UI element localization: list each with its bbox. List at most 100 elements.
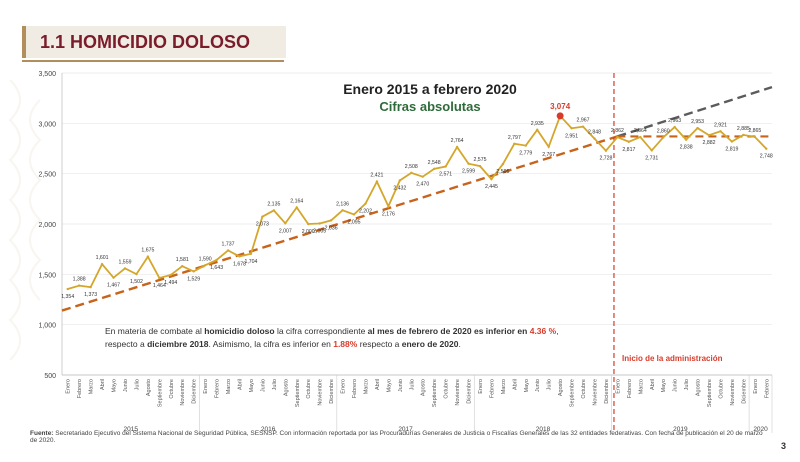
data-point [673,125,676,129]
data-point [455,145,459,149]
x-tick-label: Octubre [718,379,724,399]
data-point [467,162,470,165]
x-tick-label: Noviembre [730,379,736,406]
data-label: 2,136 [336,201,349,207]
data-point [375,180,379,183]
data-label: 2,595 [496,169,509,175]
x-tick-label: Febrero [489,379,495,398]
x-tick-label: Agosto [283,379,289,396]
data-label: 2,748 [760,154,773,160]
y-axis: 500 1,000 1,500 2,000 2,500 3,000 3,500 [38,71,63,380]
x-tick-label: Agosto [558,379,564,396]
data-label: 2,073 [256,222,269,228]
series-homicidios [66,112,768,291]
x-tick-label: Junio [535,379,541,392]
data-label: 2,548 [428,160,441,166]
x-tick-label: Enero [341,379,347,394]
chart-note: En materia de combate al homicidio dolos… [105,326,561,349]
data-label: 1,581 [176,257,189,263]
data-point [352,213,356,216]
data-label: 2,445 [485,184,498,190]
y-tick-label: 1,500 [38,272,56,279]
x-tick-label: Febrero [764,379,770,398]
data-point [432,167,436,171]
data-label: 2,817 [622,147,635,153]
data-point [639,135,642,139]
chart-subtitle: Cifras absolutas [379,99,480,114]
data-point [753,135,757,139]
data-label: 2,779 [519,151,532,157]
note-text: , [556,326,558,336]
data-label: 2,432 [393,186,406,192]
x-tick-label: Septiembre [570,379,576,407]
decorative-pattern [8,79,42,361]
x-tick-label: Mayo [249,379,255,392]
data-point [89,285,92,289]
x-tick-label: Abril [650,379,656,390]
data-point [146,255,150,258]
x-tick-label: Mayo [661,379,667,392]
x-tick-label: Octubre [581,379,587,399]
data-label: 2,007 [279,228,292,234]
x-tick-label: Marzo [226,379,232,394]
data-label: 2,731 [645,155,658,161]
x-tick-label: Enero [66,379,72,394]
data-point [123,267,127,270]
data-point [719,130,722,133]
data-point [261,215,264,218]
data-label: 2,176 [382,211,395,217]
data-point [112,276,115,279]
data-point [410,171,413,175]
x-tick-label: Julio [409,379,415,390]
y-tick-label: 2,000 [38,222,56,229]
y-tick-label: 3,500 [38,71,56,78]
data-point [570,127,573,130]
x-tick-label: Julio [684,379,690,390]
data-label: 2,848 [588,130,601,136]
data-point [501,162,505,166]
x-tick-label: Junio [123,379,129,392]
data-point [66,287,69,291]
data-point [192,270,195,273]
data-point [203,264,207,267]
data-point [513,142,516,145]
data-point [387,205,390,208]
data-label: 2,005 [313,228,326,234]
data-label: 2,767 [542,152,555,158]
x-tick-label: Octubre [306,379,312,399]
footer-text: Secretariado Ejecutivo del Sistema Nacio… [30,430,763,444]
data-point [329,219,333,222]
x-tick-label: Noviembre [455,379,461,406]
x-tick-label: Febrero [77,379,83,398]
x-tick-label: Enero [203,379,209,394]
x-tick-label: Diciembre [604,379,610,404]
data-label: 2,935 [531,121,544,127]
data-label: 2,865 [748,128,761,134]
x-tick-label: Noviembre [318,379,324,406]
data-label: 1,464 [153,283,166,289]
data-label: 1,737 [222,241,235,247]
title-underline [22,60,284,62]
x-tick-label: Enero [615,379,621,394]
data-label: 2,508 [405,164,418,170]
x-tick-label: Julio [272,379,278,390]
note-text-bold: enero de 2020 [402,339,459,349]
year-label: 2018 [536,426,551,433]
note-text: la cifra correspondiente [275,326,368,336]
data-label: 2,095 [348,219,361,225]
data-point [100,262,104,266]
data-label: 2,882 [703,140,716,146]
x-tick-label: Junio [398,379,404,392]
x-tick-label: Diciembre [192,379,198,404]
data-point [490,178,493,181]
x-tick-label: Septiembre [295,379,301,407]
note-text: respecto a [357,339,401,349]
x-tick-label: Febrero [352,379,358,398]
x-tick-label: Junio [260,379,266,392]
year-label: 2020 [753,426,768,433]
data-point [524,144,527,147]
y-tick-label: 500 [44,373,56,380]
data-label: 2,728 [599,156,612,162]
source-footer: Fuente: Secretariado Ejecutivo del Siste… [30,430,770,444]
